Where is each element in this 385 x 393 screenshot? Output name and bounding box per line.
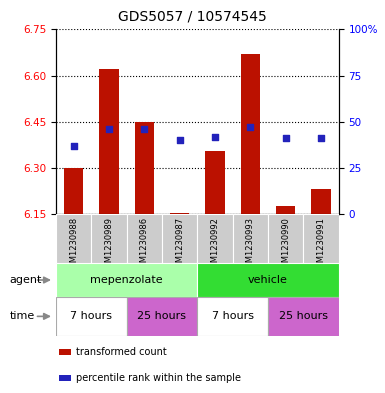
Text: mepenzolate: mepenzolate	[90, 275, 163, 285]
Text: GDS5057 / 10574545: GDS5057 / 10574545	[118, 9, 267, 24]
Bar	[268, 214, 303, 263]
Text: vehicle: vehicle	[248, 275, 288, 285]
Bar	[56, 297, 127, 336]
Bar	[233, 214, 268, 263]
Bar	[205, 151, 225, 214]
Point	[70, 143, 77, 149]
Text: percentile rank within the sample: percentile rank within the sample	[75, 373, 241, 383]
Bar	[134, 122, 154, 214]
Bar	[241, 54, 260, 214]
Point	[283, 135, 289, 141]
Text: 25 hours: 25 hours	[279, 311, 328, 321]
Point	[318, 135, 324, 141]
Bar	[56, 214, 91, 263]
Point	[212, 134, 218, 140]
Bar	[197, 297, 268, 336]
Bar	[64, 168, 83, 214]
Text: transformed count: transformed count	[75, 347, 166, 357]
Text: GSM1230991: GSM1230991	[316, 217, 326, 272]
Bar	[91, 214, 127, 263]
Bar	[303, 214, 339, 263]
Bar	[197, 263, 339, 297]
Bar	[56, 263, 197, 297]
Point	[106, 126, 112, 132]
Text: 7 hours: 7 hours	[70, 311, 112, 321]
Point	[141, 126, 147, 132]
Text: time: time	[10, 311, 35, 321]
Text: GSM1230986: GSM1230986	[140, 217, 149, 273]
Text: 25 hours: 25 hours	[137, 311, 186, 321]
Bar	[311, 189, 331, 214]
Text: GSM1230993: GSM1230993	[246, 217, 255, 273]
Text: GSM1230990: GSM1230990	[281, 217, 290, 272]
Text: agent: agent	[10, 275, 42, 285]
Bar	[276, 206, 295, 214]
Bar	[197, 214, 233, 263]
Bar	[127, 214, 162, 263]
Bar	[170, 213, 189, 214]
Bar	[127, 297, 197, 336]
Bar	[99, 70, 119, 214]
Bar	[268, 297, 339, 336]
Point	[177, 137, 183, 143]
Bar	[59, 349, 71, 355]
Text: 7 hours: 7 hours	[212, 311, 254, 321]
Text: GSM1230989: GSM1230989	[104, 217, 114, 273]
Point	[247, 124, 253, 130]
Text: GSM1230992: GSM1230992	[211, 217, 219, 272]
Bar	[59, 375, 71, 381]
Text: GSM1230988: GSM1230988	[69, 217, 78, 273]
Text: GSM1230987: GSM1230987	[175, 217, 184, 273]
Bar	[162, 214, 197, 263]
